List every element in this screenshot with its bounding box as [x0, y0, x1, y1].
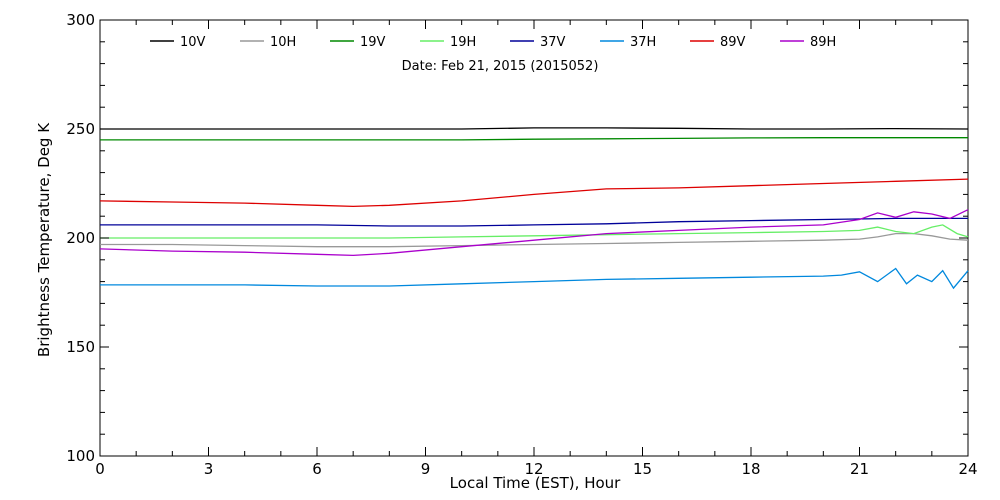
x-axis-label: Local Time (EST), Hour: [450, 474, 621, 492]
legend-label-19v: 19V: [360, 35, 386, 50]
series-line-10h: [100, 232, 969, 248]
x-tick-label: 18: [741, 460, 760, 478]
legend-label-10h: 10H: [270, 35, 296, 50]
legend-label-19h: 19H: [450, 35, 476, 50]
x-tick-label: 9: [421, 460, 431, 478]
ticks-layer: 0 3 6 9 12 15 18 21 24 100 150 200 250 300: [66, 11, 977, 478]
series-line-19v: [100, 137, 968, 141]
legend-label-89h: 89H: [810, 35, 836, 50]
date-annotation: Date: Feb 21, 2015 (2015052): [402, 59, 599, 74]
series-line-37h: [100, 267, 969, 290]
x-tick-label: 6: [312, 460, 322, 478]
x-tick-label: 0: [95, 460, 105, 478]
legend-label-89v: 89V: [720, 35, 746, 50]
y-tick-label: 300: [66, 11, 95, 29]
series-line-89h: [99, 209, 969, 257]
y-tick-label: 200: [66, 229, 95, 247]
series-line-89v: [99, 178, 969, 208]
legend-label-37v: 37V: [540, 35, 566, 50]
legend: 10V 10H 19V 19H 37V 37H 89V 89H: [150, 35, 836, 50]
series-layer: [99, 127, 969, 290]
legend-label-10v: 10V: [180, 35, 206, 50]
series-line-19h: [100, 224, 969, 239]
x-tick-label: 21: [850, 460, 869, 478]
series-line-10v: [100, 127, 969, 130]
legend-label-37h: 37H: [630, 35, 656, 50]
series-line-37v: [100, 217, 968, 227]
y-axis-label: Brightness Temperature, Deg K: [35, 122, 53, 357]
x-tick-label: 15: [633, 460, 652, 478]
y-tick-label: 250: [66, 120, 95, 138]
x-tick-label: 24: [958, 460, 977, 478]
x-tick-label: 12: [524, 460, 543, 478]
y-tick-label: 100: [66, 447, 95, 465]
x-tick-label: 3: [204, 460, 214, 478]
y-tick-label: 150: [66, 338, 95, 356]
